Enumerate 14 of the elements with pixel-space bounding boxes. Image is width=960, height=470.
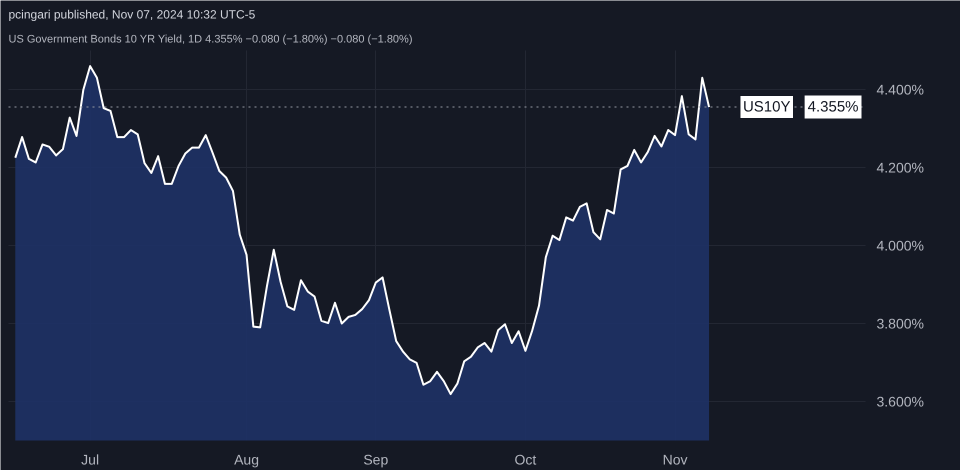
x-tick-label: Nov bbox=[662, 452, 688, 468]
x-tick-label: Oct bbox=[514, 452, 536, 468]
y-tick-label: 3.800% bbox=[876, 316, 924, 332]
y-tick-label: 4.400% bbox=[876, 82, 924, 98]
x-tick-label: Aug bbox=[234, 452, 260, 468]
ref-line-label: US10Y bbox=[742, 98, 791, 116]
y-tick-label: 3.600% bbox=[876, 394, 924, 410]
y-tick-label: 4.200% bbox=[876, 160, 924, 176]
x-tick-label: Jul bbox=[81, 452, 100, 468]
x-tick-label: Sep bbox=[363, 452, 388, 468]
y-tick-label: 4.000% bbox=[876, 238, 924, 254]
annotation: 4.355% bbox=[808, 98, 858, 116]
chart-subtitle: US Government Bonds 10 YR Yield, 1D 4.355% −0.080 (−1.80%) −0.080 (−1.80%) bbox=[8, 34, 412, 46]
chart-title: pcingari published, Nov 07, 2024 10:32 UTC-5 bbox=[8, 8, 256, 22]
